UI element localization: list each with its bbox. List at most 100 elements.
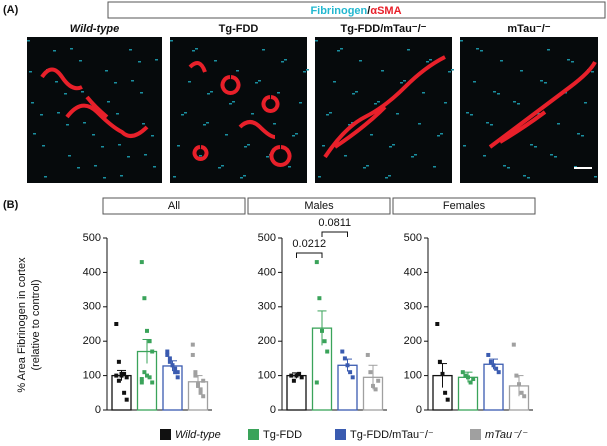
data-point (488, 359, 493, 364)
data-point (468, 380, 473, 385)
facet-box (247, 197, 391, 215)
cyan-speck (444, 102, 447, 104)
cyan-speck (591, 71, 594, 73)
cyan-speck (554, 156, 557, 158)
cyan-speck (581, 135, 584, 137)
y-tick-label: 500 (258, 232, 276, 244)
stain-header: Fibrinogen/αSMA (310, 5, 401, 17)
data-point (340, 349, 345, 354)
data-point (173, 366, 178, 371)
cyan-speck (83, 122, 86, 124)
cyan-speck (192, 50, 195, 52)
cyan-speck (138, 61, 141, 63)
cyan-speck (140, 92, 143, 94)
cyan-speck (144, 154, 147, 156)
cyan-speck (153, 166, 156, 168)
cyan-speck (199, 155, 202, 157)
cyan-speck (473, 81, 476, 83)
data-point (289, 373, 294, 378)
y-tick-label: 300 (83, 301, 101, 313)
y-tick-label: 0 (95, 404, 101, 416)
cyan-speck (448, 71, 451, 73)
data-point (350, 375, 355, 380)
cyan-speck (57, 112, 60, 114)
data-point (196, 382, 200, 387)
cyan-speck (101, 146, 104, 148)
cyan-speck (55, 81, 58, 83)
data-point (297, 371, 302, 376)
cyan-speck (429, 59, 432, 61)
cyan-speck (534, 146, 537, 148)
vessel (323, 55, 446, 159)
cyan-speck (520, 70, 523, 72)
cyan-speck (392, 144, 395, 146)
data-point (435, 322, 440, 326)
cyan-speck (594, 176, 597, 178)
cyan-speck (550, 154, 553, 156)
cyan-speck (407, 49, 410, 51)
cyan-speck (318, 176, 321, 178)
cyan-speck (68, 155, 71, 157)
cyan-speck (103, 177, 106, 179)
data-point (320, 328, 324, 333)
cyan-speck (207, 93, 210, 95)
cyan-speck (437, 135, 440, 137)
data-point (494, 366, 499, 371)
data-point (150, 380, 155, 385)
cyan-speck (355, 91, 358, 93)
y-tick-label: 100 (404, 370, 422, 382)
data-point (198, 390, 203, 395)
y-axis-label: (relative to control) (30, 279, 42, 370)
cyan-speck (547, 49, 550, 51)
cyan-speck (277, 92, 280, 94)
data-point (437, 359, 442, 364)
cyan-speck (388, 175, 391, 177)
cyan-speck (466, 112, 469, 114)
data-point (294, 373, 299, 378)
cyan-speck (370, 134, 373, 136)
data-point (345, 363, 350, 368)
cyan-speck (348, 124, 351, 126)
data-point (466, 375, 470, 380)
data-point (314, 380, 319, 385)
data-point (342, 356, 347, 361)
data-point (175, 370, 180, 375)
data-point (201, 378, 206, 383)
cyan-speck (460, 40, 463, 42)
y-tick-label: 200 (404, 335, 422, 347)
cyan-speck (352, 93, 355, 95)
cyan-speck (92, 134, 95, 136)
data-point (167, 359, 172, 364)
cyan-speck (116, 113, 119, 115)
cyan-speck (344, 155, 347, 157)
p-value: 0.0212 (292, 238, 326, 250)
micrograph (460, 37, 598, 183)
cyan-speck (247, 144, 250, 146)
cyan-speck (411, 156, 414, 158)
cyan-speck (131, 80, 134, 82)
facet-box (392, 197, 536, 215)
cyan-speck (426, 61, 429, 63)
cyan-speck (337, 50, 340, 52)
cyan-speck (486, 122, 489, 124)
cyan-speck (315, 40, 318, 42)
cyan-speck (483, 155, 486, 157)
cyan-speck (251, 113, 254, 115)
cyan-speck (31, 102, 34, 104)
y-tick-label: 300 (258, 301, 276, 313)
cyan-speck (33, 133, 36, 135)
cyan-speck (433, 166, 436, 168)
stain-header-box (107, 1, 606, 19)
cyan-speck (273, 123, 276, 125)
cyan-speck (527, 177, 530, 179)
cyan-speck (258, 80, 261, 82)
separator: / (367, 5, 370, 17)
data-point (496, 370, 501, 375)
data-point (440, 371, 445, 376)
cyan-speck (284, 59, 287, 61)
cyan-speck (493, 91, 496, 93)
cyan-speck (574, 166, 577, 168)
asma-label: αSMA (370, 5, 401, 17)
micrograph (170, 37, 307, 183)
data-point (193, 373, 198, 378)
